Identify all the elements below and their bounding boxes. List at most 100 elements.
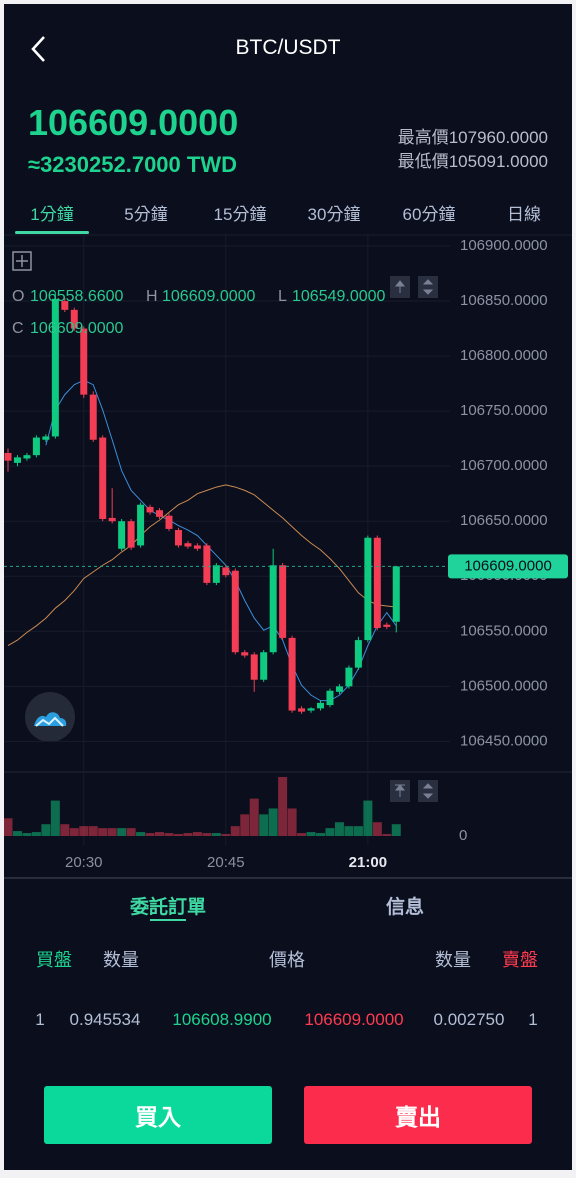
candle-body xyxy=(99,437,107,520)
candle-body xyxy=(269,565,277,653)
last-price-label: 106609.0000 xyxy=(464,557,552,574)
volume-bar xyxy=(164,833,174,836)
candle-body xyxy=(4,452,12,461)
volume-bar xyxy=(41,824,51,836)
expand-icon[interactable] xyxy=(12,251,32,271)
sell-button[interactable]: 賣出 xyxy=(304,1086,532,1144)
volume-bar xyxy=(192,832,202,836)
interval-tab[interactable]: 1分鐘 xyxy=(30,205,74,224)
candle-body xyxy=(326,690,334,706)
candle-body xyxy=(279,565,287,638)
ohlc-value: 106609.0000 xyxy=(30,320,124,337)
page-title: BTC/USDT xyxy=(235,36,341,59)
candle-body xyxy=(118,521,126,549)
candle-body xyxy=(203,545,211,583)
y-tick-label: 106700.0000 xyxy=(460,457,548,474)
volume-bar xyxy=(325,828,335,836)
volume-bar xyxy=(183,833,193,836)
volume-bar xyxy=(221,834,231,836)
order-tab[interactable]: 信息 xyxy=(385,897,424,918)
converted-price: ≈3230252.7000 TWD xyxy=(28,152,237,177)
ohlc-value: 106549.0000 xyxy=(292,288,386,305)
ohlc-label: C xyxy=(12,320,24,337)
volume-tick-label: 0 xyxy=(459,827,467,844)
buy-button[interactable]: 買入 xyxy=(44,1086,272,1144)
interval-tab[interactable]: 30分鐘 xyxy=(307,205,361,224)
order-tab-underline xyxy=(150,919,186,921)
candle-body xyxy=(392,566,400,622)
interval-tab[interactable]: 5分鐘 xyxy=(124,205,168,224)
volume-bar xyxy=(344,826,354,836)
candle-body xyxy=(373,537,381,628)
candle-body xyxy=(317,702,325,709)
logo-button[interactable] xyxy=(25,692,75,742)
scale-icons[interactable] xyxy=(390,276,438,802)
separator xyxy=(4,877,572,879)
ohlc-label: L xyxy=(278,288,287,305)
x-tick-label: 21:00 xyxy=(349,854,387,871)
candle-body xyxy=(70,309,78,329)
candle-body xyxy=(184,543,192,547)
volume-bar xyxy=(22,833,32,836)
volume-bar xyxy=(230,826,240,836)
candle-body xyxy=(345,667,353,687)
order-cell: 1 xyxy=(528,1010,538,1029)
y-tick-label: 106750.0000 xyxy=(460,402,548,419)
candle-body xyxy=(42,436,50,440)
candle-body xyxy=(288,637,296,711)
volume-bar xyxy=(391,824,401,836)
candle-body xyxy=(250,654,258,680)
ohlc-label: H xyxy=(146,288,158,305)
candle-body xyxy=(137,504,145,546)
column-header: 数量 xyxy=(435,950,471,970)
order-tab[interactable]: 委託訂單 xyxy=(129,897,206,918)
column-header: 價格 xyxy=(269,950,305,970)
interval-tab[interactable]: 日線 xyxy=(507,205,541,224)
volume-bar xyxy=(353,826,363,836)
volume-bar xyxy=(306,832,316,836)
y-tick-label: 106500.0000 xyxy=(460,677,548,694)
ohlc-value: 106558.6600 xyxy=(30,288,124,305)
tab-underline xyxy=(15,231,89,234)
candle-body xyxy=(80,328,88,395)
volume-bar xyxy=(50,800,60,836)
volume-bar xyxy=(268,808,278,836)
volume-bar xyxy=(173,834,183,836)
volume-bar xyxy=(12,831,22,836)
app: 106900.0000 106850.0000 106800.0000 106750.… xyxy=(4,4,572,1170)
candle-body xyxy=(222,567,230,576)
low-price: 最低價105091.0000 xyxy=(397,152,548,171)
volume-bar xyxy=(98,828,108,836)
candle-body xyxy=(23,455,31,459)
order-cell: 0.002750 xyxy=(433,1010,505,1029)
last-price-badge xyxy=(448,554,568,579)
volume-bar xyxy=(249,798,259,836)
back-button[interactable] xyxy=(28,34,50,64)
candle-body xyxy=(383,624,391,627)
volume-bar xyxy=(4,818,13,836)
x-tick-label: 20:45 xyxy=(207,854,245,871)
order-cell: 0.945534 xyxy=(69,1010,141,1029)
candle-body xyxy=(231,570,239,653)
y-tick-label: 106650.0000 xyxy=(460,512,548,529)
volume-bar xyxy=(240,814,250,836)
moving-average-line xyxy=(45,379,397,702)
candle-body xyxy=(13,457,21,463)
candle-body xyxy=(89,394,97,440)
volume-bar xyxy=(259,814,269,836)
volume-bar xyxy=(145,833,155,836)
candle-body xyxy=(354,640,362,668)
y-tick-label: 106800.0000 xyxy=(460,347,548,364)
order-cell: 106609.0000 xyxy=(304,1010,404,1029)
order-cell: 1 xyxy=(35,1010,45,1029)
interval-tab[interactable]: 60分鐘 xyxy=(402,205,456,224)
candle-body xyxy=(32,437,40,456)
volume-bar xyxy=(202,833,212,836)
candle-body xyxy=(165,515,173,529)
volume-bar xyxy=(117,828,127,836)
interval-tab[interactable]: 15分鐘 xyxy=(213,205,267,224)
candle-body xyxy=(241,652,249,656)
moving-average-line xyxy=(7,484,397,647)
candle-body xyxy=(212,565,220,583)
